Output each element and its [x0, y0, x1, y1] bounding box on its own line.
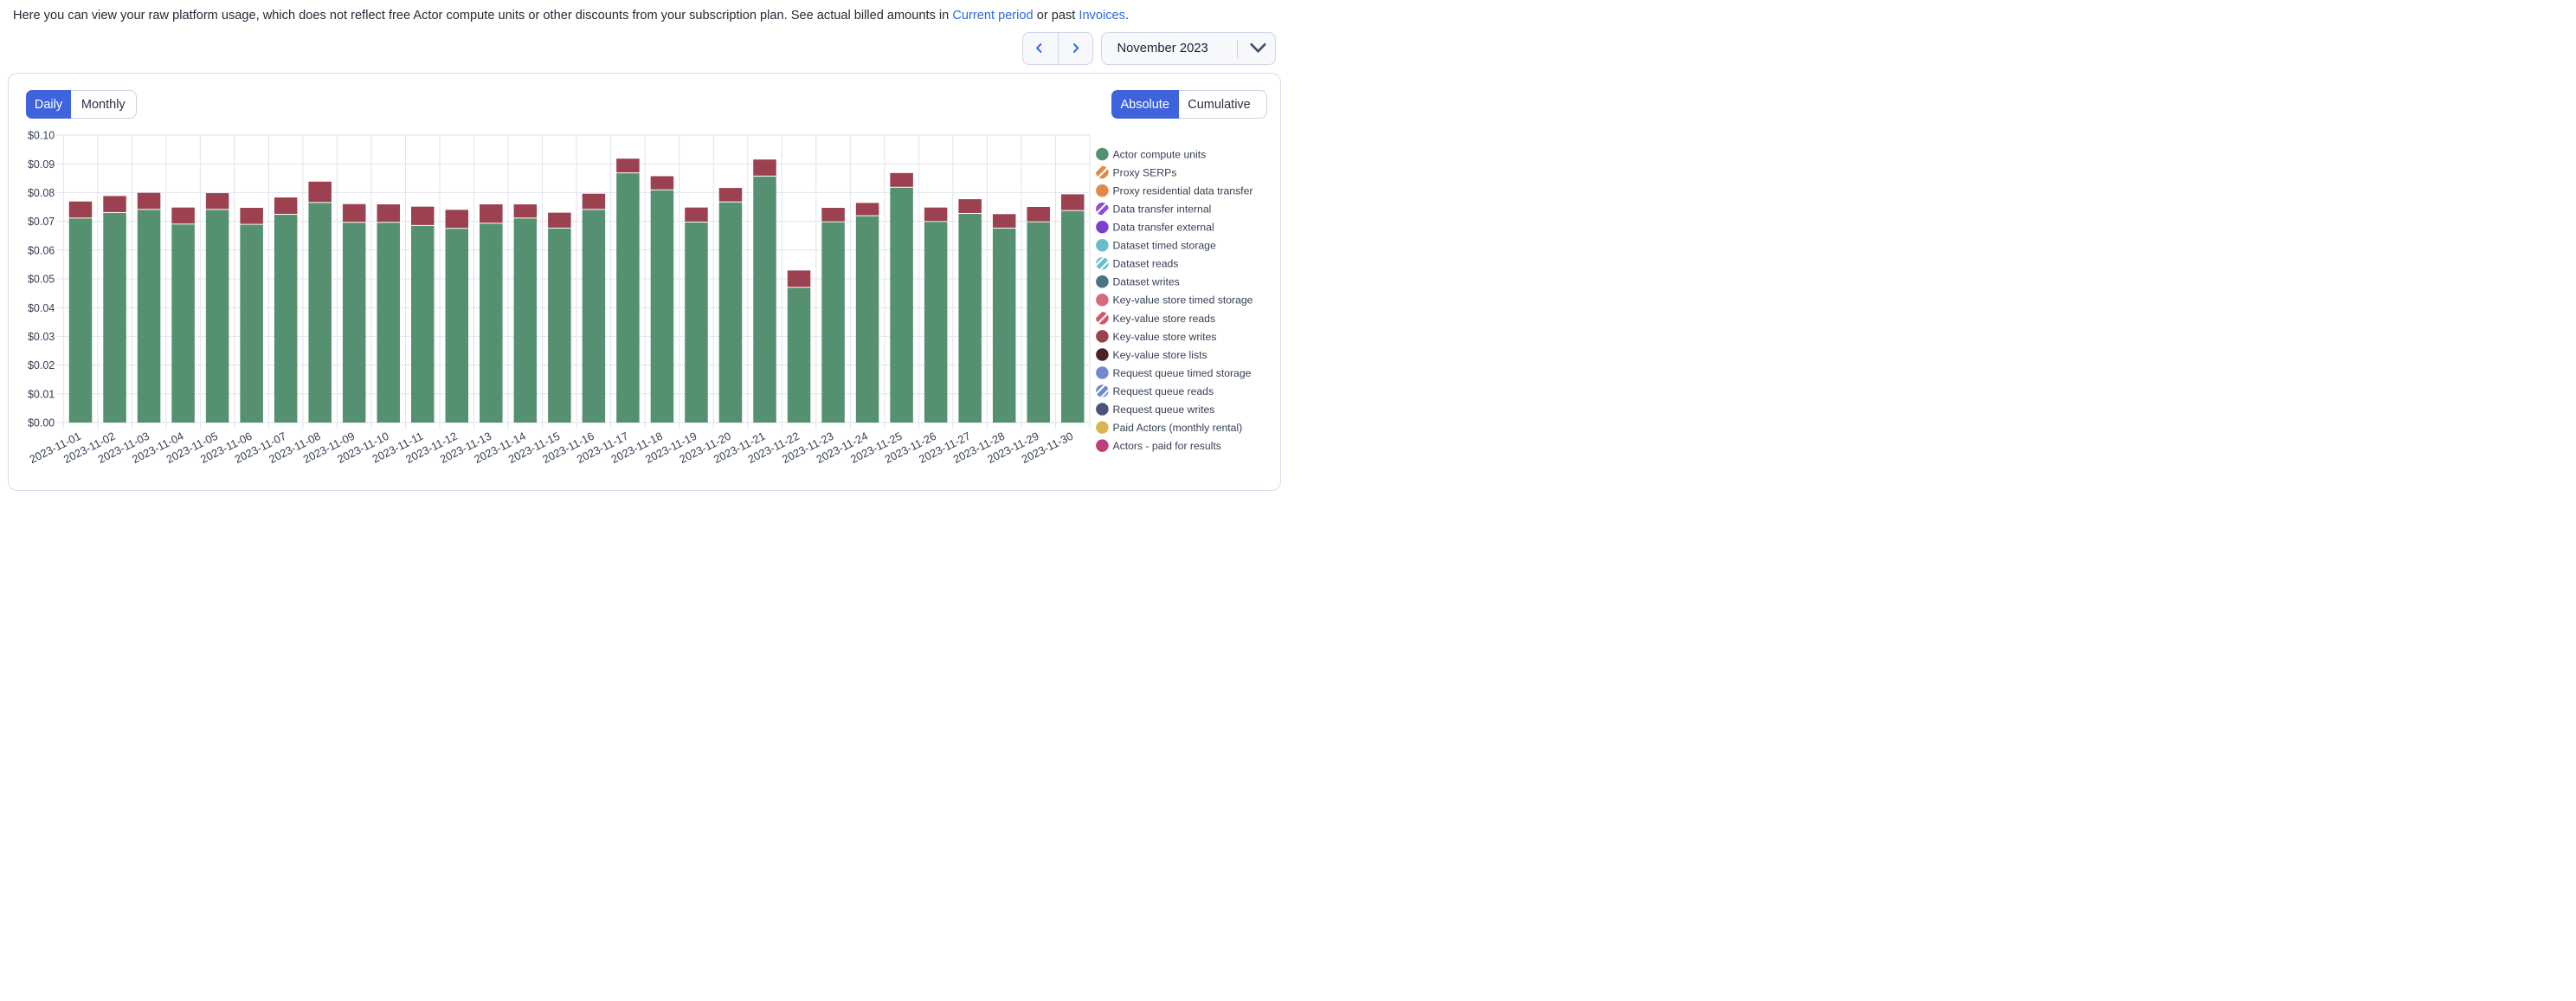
svg-text:Request queue timed storage: Request queue timed storage	[1113, 367, 1252, 379]
svg-text:Proxy SERPs: Proxy SERPs	[1113, 166, 1177, 178]
svg-text:$0.07: $0.07	[28, 216, 55, 228]
svg-text:Dataset writes: Dataset writes	[1113, 276, 1180, 288]
svg-text:Request queue writes: Request queue writes	[1113, 404, 1215, 416]
svg-text:$0.05: $0.05	[28, 274, 55, 286]
svg-text:Key-value store writes: Key-value store writes	[1113, 331, 1217, 343]
svg-text:Proxy residential data transfe: Proxy residential data transfer	[1113, 184, 1253, 197]
svg-text:$0.06: $0.06	[28, 244, 55, 256]
svg-text:Key-value store lists: Key-value store lists	[1113, 349, 1208, 361]
svg-text:$0.02: $0.02	[28, 359, 55, 371]
svg-text:$0.00: $0.00	[28, 417, 55, 429]
svg-text:$0.08: $0.08	[28, 187, 55, 199]
svg-text:Request queue reads: Request queue reads	[1113, 385, 1214, 397]
svg-text:Key-value store timed storage: Key-value store timed storage	[1113, 294, 1253, 307]
svg-text:Data transfer external: Data transfer external	[1113, 222, 1214, 234]
svg-text:$0.03: $0.03	[28, 331, 55, 343]
svg-text:Dataset reads: Dataset reads	[1113, 258, 1179, 270]
svg-text:$0.09: $0.09	[28, 158, 55, 171]
svg-text:Actors - paid for results: Actors - paid for results	[1113, 440, 1221, 452]
svg-text:$0.10: $0.10	[28, 130, 55, 142]
svg-text:Paid Actors (monthly rental): Paid Actors (monthly rental)	[1113, 422, 1243, 434]
svg-text:Dataset timed storage: Dataset timed storage	[1113, 240, 1216, 252]
svg-text:Actor compute units: Actor compute units	[1113, 148, 1207, 160]
svg-text:$0.01: $0.01	[28, 388, 55, 400]
svg-text:Key-value store reads: Key-value store reads	[1113, 313, 1216, 325]
svg-text:Data transfer internal: Data transfer internal	[1113, 203, 1212, 216]
svg-text:$0.04: $0.04	[28, 302, 55, 314]
